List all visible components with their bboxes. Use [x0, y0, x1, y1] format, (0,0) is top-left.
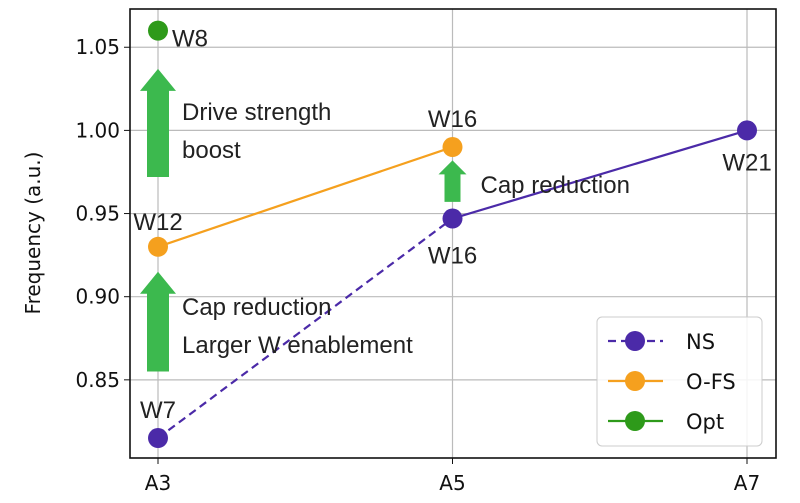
annotation-arrow	[140, 271, 176, 372]
point-label: W21	[722, 149, 771, 176]
legend-label: Opt	[686, 410, 724, 434]
annotation-text: boost	[182, 137, 241, 164]
point-label: W7	[140, 397, 176, 424]
NS-point	[737, 120, 757, 141]
legend-label: O-FS	[686, 370, 736, 394]
y-axis: 0.85 0.90 0.95 1.00 1.05	[75, 35, 130, 392]
point-label: W16	[428, 106, 477, 133]
y-tick-label: 1.05	[75, 35, 120, 59]
x-tick-label: A3	[145, 471, 171, 495]
x-tick-label: A7	[734, 471, 760, 495]
y-tick-label: 0.90	[75, 285, 120, 309]
y-tick-label: 0.85	[75, 368, 120, 392]
annotation-arrows	[140, 68, 467, 372]
annotation-text: Drive strength	[182, 99, 331, 126]
NS-line-segment	[157, 217, 454, 439]
legend: NS O-FS Opt	[596, 316, 763, 447]
point-label: W16	[428, 243, 477, 270]
point-labels: W7 W16 W21 W12 W16 W8	[133, 26, 771, 424]
Opt-point	[148, 20, 168, 41]
annotation-text: Larger W enablement	[182, 332, 413, 359]
annotation-arrow	[140, 68, 176, 177]
annotation-text: Cap reduction	[182, 294, 331, 321]
annotation-arrow	[438, 160, 467, 202]
y-tick-label: 1.00	[75, 118, 120, 142]
legend-marker	[625, 331, 645, 351]
legend-marker	[625, 411, 645, 431]
annotation-texts: Cap reduction Larger W enablement Drive st…	[182, 99, 630, 359]
NS-point	[148, 428, 168, 449]
NS-line-segment	[452, 129, 748, 220]
x-tick-label: A5	[439, 471, 465, 495]
legend-marker	[625, 371, 645, 391]
point-label: W8	[172, 26, 208, 53]
annotation-text: Cap reduction	[481, 172, 630, 199]
NS-point	[442, 208, 463, 229]
x-axis: A3 A5 A7	[145, 458, 760, 495]
O-FS-point	[442, 137, 463, 158]
y-tick-label: 0.95	[75, 202, 120, 226]
point-label: W12	[133, 209, 182, 236]
O-FS-point	[148, 236, 168, 257]
y-axis-label: Frequency (a.u.)	[21, 152, 45, 315]
series-lines	[157, 129, 748, 439]
legend-label: NS	[686, 330, 715, 354]
O-FS-line-segment	[157, 145, 453, 248]
series-points	[148, 20, 757, 449]
